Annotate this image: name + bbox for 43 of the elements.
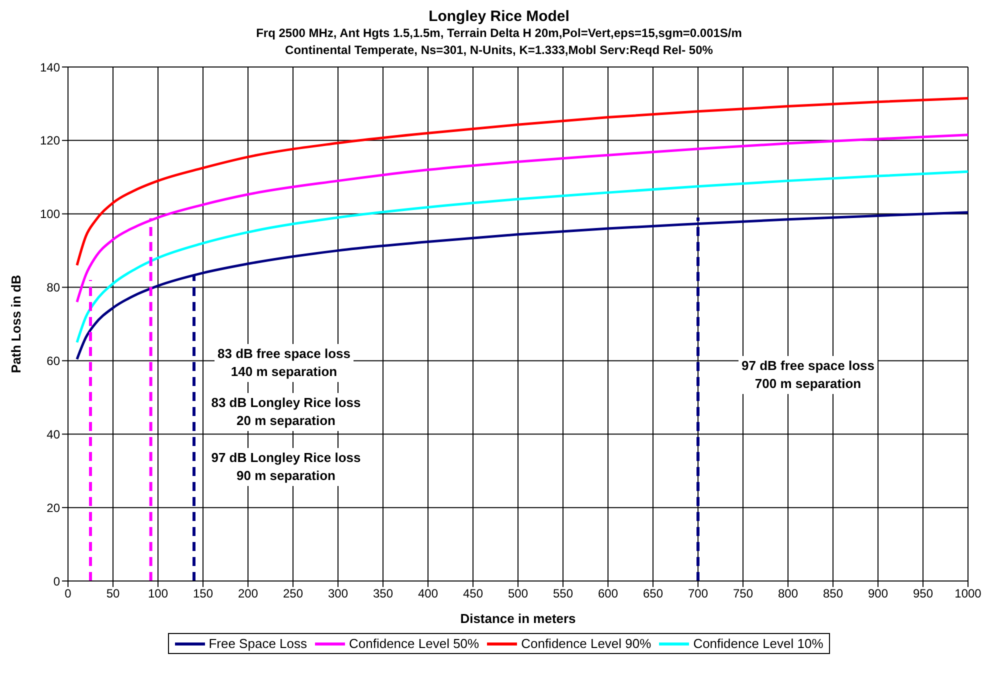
annotation: 97 dB Longley Rice loss 90 m separation [208, 448, 364, 486]
x-tick-label: 900 [868, 586, 888, 601]
x-tick-label: 100 [148, 586, 168, 601]
x-tick-label: 500 [508, 586, 528, 601]
x-tick-label: 650 [642, 586, 664, 601]
x-tick-label: 800 [778, 586, 798, 601]
x-tick-label: 150 [192, 586, 214, 601]
x-tick-label: 0 [64, 586, 72, 601]
legend-label: Free Space Loss [208, 636, 307, 651]
y-tick-label: 0 [53, 574, 60, 588]
y-axis-title: Path Loss in dB [8, 274, 24, 374]
annotation: 97 dB free space loss 700 m separation [738, 356, 878, 394]
line-series [76, 170, 968, 344]
y-tick-label: 80 [46, 280, 60, 295]
y-tick-label: 120 [40, 134, 60, 148]
y-tick-label: 100 [40, 207, 60, 222]
y-tick-label: 140 [40, 60, 60, 74]
x-tick-label: 550 [552, 586, 574, 601]
x-tick-label: 700 [688, 586, 708, 601]
x-tick-label: 450 [462, 586, 484, 601]
annotation: 83 dB Longley Rice loss 20 m separation [208, 393, 364, 431]
x-tick-label: 850 [822, 586, 844, 601]
legend-label: Confidence Level 10% [693, 636, 824, 651]
x-tick-label: 950 [912, 586, 934, 601]
x-tick-label: 200 [238, 586, 258, 601]
y-tick-label: 20 [46, 500, 60, 515]
x-tick-label: 400 [418, 586, 438, 601]
x-tick-label: 600 [598, 586, 618, 601]
legend-label: Confidence Level 90% [521, 636, 652, 651]
x-tick-label: 250 [282, 586, 304, 601]
x-tick-label: 300 [328, 586, 348, 601]
line-series [76, 96, 968, 267]
legend-label: Confidence Level 50% [349, 636, 480, 651]
x-tick-label: 350 [372, 586, 394, 601]
x-tick-label: 1000 [954, 586, 982, 601]
y-tick-label: 40 [46, 427, 60, 442]
x-tick-label: 750 [732, 586, 754, 601]
chart-title: Longley Rice Model [428, 8, 570, 25]
annotation: 83 dB free space loss 140 m separation [214, 344, 354, 382]
chart-subtitle: Frq 2500 MHz, Ant Hgts 1.5,1.5m, Terrain Delta H 20m,Pol=Vert,eps=15,sgm=0.001S/m Continental Temperate, Ns=301, N-Units, K=1.333,Mobl Serv:Reqd Rel- 50% [255, 25, 743, 59]
x-axis-title: Distance in meters [460, 611, 576, 626]
x-tick-label: 50 [106, 586, 120, 601]
y-tick-label: 60 [46, 354, 60, 368]
